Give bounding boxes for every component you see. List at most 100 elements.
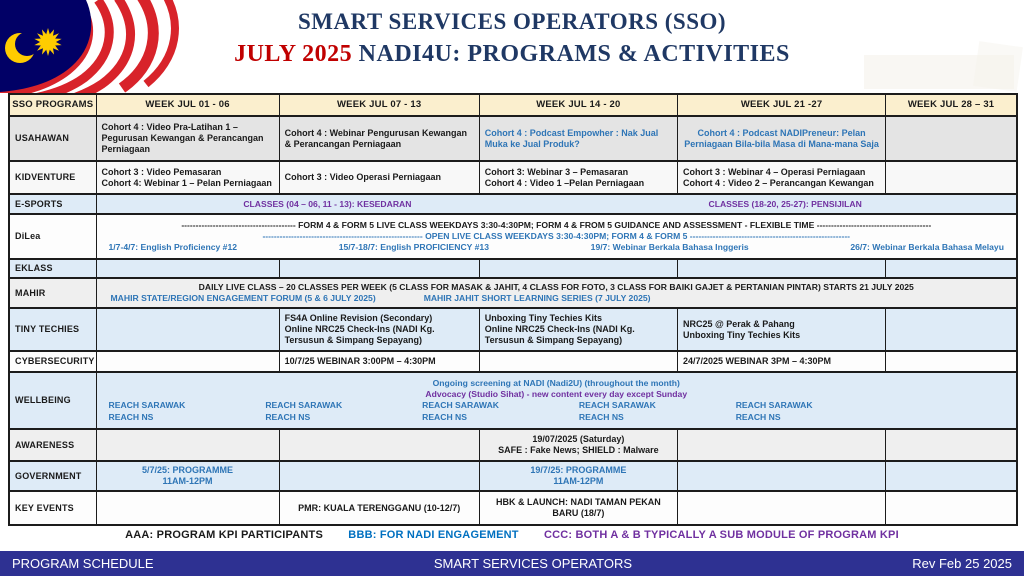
table-cell-empty <box>886 260 1016 277</box>
footer-center: SMART SERVICES OPERATORS <box>433 556 633 571</box>
cell-text: REACH SARAWAK REACH NS <box>422 400 499 422</box>
legend-bbb: BBB: FOR NADI ENGAGEMENT <box>348 529 519 541</box>
cell-text: ----------------------------------------… <box>262 231 851 242</box>
table-row-awareness: AWARENESS 19/07/2025 (Saturday) SAFE : Fa… <box>10 430 1016 462</box>
table-row-mahir: MAHIR DAILY LIVE CLASS – 20 CLASSES PER W… <box>10 279 1016 309</box>
cell-text: 15/7-18/7: English PROFICIENCY #13 <box>338 242 489 253</box>
table-cell: NRC25 @ Perak & Pahang Unboxing Tiny Tec… <box>678 309 887 350</box>
cell-text-spread: 1/7-4/7: English Proficiency #12 15/7-18/… <box>99 242 1014 252</box>
table-cell: 24/7/2025 WEBINAR 3PM – 4:30PM <box>678 352 887 371</box>
cell-text: MAHIR STATE/REGION ENGAGEMENT FORUM (5 &… <box>110 293 376 304</box>
table-row-government: GOVERNMENT 5/7/25: PROGRAMME 11AM-12PM 19/… <box>10 462 1016 492</box>
title-subject: NADI4U: PROGRAMS & ACTIVITIES <box>358 41 790 67</box>
title-month: JULY 2025 <box>234 41 353 67</box>
table-row-e-sports: E-SPORTS CLASSES (04 – 06, 11 - 13): KESE… <box>10 195 1016 215</box>
cell-text: DAILY LIVE CLASS – 20 CLASSES PER WEEK (… <box>198 282 914 293</box>
cell-text: Advocacy (Studio Sihat) - new content ev… <box>425 388 688 399</box>
row-label: MAHIR <box>10 279 97 307</box>
table-cell: 5/7/25: PROGRAMME 11AM-12PM <box>97 462 280 490</box>
row-label: DiLea <box>10 215 97 258</box>
row-label: USAHAWAN <box>10 117 97 160</box>
table-cell: 19/07/2025 (Saturday) SAFE : Fake News; … <box>480 430 678 460</box>
table-cell: Cohort 4 : Webinar Pengurusan Kewangan &… <box>280 117 480 160</box>
cell-text: ----------------------------------------… <box>181 220 932 231</box>
cell-text: REACH SARAWAK REACH NS <box>578 400 656 422</box>
table-cell-empty <box>886 430 1016 460</box>
table-cell: Cohort 4 : Podcast Empowher : Nak Jual M… <box>480 117 678 160</box>
footer-bar: PROGRAM SCHEDULE SMART SERVICES OPERATOR… <box>0 551 1024 576</box>
malaysia-flag <box>0 0 235 93</box>
cell-text: CLASSES (18-20, 25-27): PENSIJILAN <box>708 198 862 209</box>
table-row-kidventure: KIDVENTURE Cohort 3 : Video Pemasaran Coh… <box>10 162 1016 195</box>
table-cell-empty <box>678 462 887 490</box>
table-row-tiny-techies: TINY TECHIES FS4A Online Revision (Second… <box>10 309 1016 352</box>
row-label: CYBERSECURITY <box>10 352 97 371</box>
table-cell-empty <box>886 162 1016 193</box>
table-cell: Cohort 3 : Webinar 4 – Operasi Perniagaa… <box>678 162 887 193</box>
table-cell-empty <box>678 492 887 524</box>
table-row-dilea: DiLea -----------------------------------… <box>10 215 1016 260</box>
table-cell: 10/7/25 WEBINAR 3:00PM – 4:30PM <box>280 352 480 371</box>
cell-text: 19/7: Webinar Berkala Bahasa Inggeris <box>590 242 749 253</box>
column-header: WEEK JUL 14 - 20 <box>480 95 678 115</box>
table-cell-empty <box>97 430 280 460</box>
flag-star <box>33 28 63 56</box>
table-cell-empty <box>280 462 480 490</box>
row-label: TINY TECHIES <box>10 309 97 350</box>
row-label: AWARENESS <box>10 430 97 460</box>
table-row-wellbeing: WELLBEING Ongoing screening at NADI (Nadi… <box>10 373 1016 430</box>
cell-text: 26/7: Webinar Berkala Bahasa Melayu <box>850 242 1004 253</box>
cell-text-spread: REACH SARAWAK REACH NS REACH SARAWAK REAC… <box>99 400 813 423</box>
merged-cell: Ongoing screening at NADI (Nadi2U) (thro… <box>97 373 1016 428</box>
table-row-eklass: EKLASS <box>10 260 1016 279</box>
table-cell-empty <box>886 462 1016 490</box>
cell-text: REACH SARAWAK REACH NS <box>265 400 343 422</box>
schedule-table: SSO PROGRAMS WEEK JUL 01 - 06 WEEK JUL 07 … <box>8 93 1018 526</box>
cell-text: REACH SARAWAK REACH NS <box>108 400 186 422</box>
merged-cell: CLASSES (04 – 06, 11 - 13): KESEDARAN CLA… <box>97 195 1016 213</box>
column-header: WEEK JUL 07 - 13 <box>280 95 480 115</box>
column-header: WEEK JUL 28 – 31 <box>907 99 995 111</box>
cell-text-row: MAHIR STATE/REGION ENGAGEMENT FORUM (5 &… <box>99 293 1014 303</box>
table-cell: HBK & LAUNCH: NADI TAMAN PEKAN BARU (18/… <box>480 492 678 524</box>
table-cell-empty <box>280 430 480 460</box>
cell-text-split: CLASSES (04 – 06, 11 - 13): KESEDARAN CLA… <box>99 199 1014 209</box>
column-header: WEEK JUL 21 -27 <box>678 95 887 115</box>
merged-cell: DAILY LIVE CLASS – 20 CLASSES PER WEEK (… <box>97 279 1016 307</box>
row-label: WELLBEING <box>10 373 97 428</box>
table-cell: Cohort 4 : Video Pra-Latihan 1 – Pegurus… <box>97 117 280 160</box>
row-label: EKLASS <box>10 260 97 277</box>
table-cell-empty <box>678 430 887 460</box>
table-cell-empty <box>97 492 280 524</box>
table-row-cybersecurity: CYBERSECURITY 10/7/25 WEBINAR 3:00PM – 4:… <box>10 352 1016 373</box>
table-cell-empty <box>886 352 1016 371</box>
table-cell-empty <box>97 309 280 350</box>
table-cell-empty <box>886 117 1016 160</box>
page-title-line2: JULY 2025 NADI4U: PROGRAMS & ACTIVITIES <box>0 38 1024 70</box>
footer-right: Rev Feb 25 2025 <box>912 556 1012 571</box>
table-cell-empty <box>886 492 1016 524</box>
column-header: WEEK JUL 01 - 06 <box>97 95 280 115</box>
row-label: KEY EVENTS <box>10 492 97 524</box>
cell-text: MAHIR JAHIT SHORT LEARNING SERIES (7 JUL… <box>423 293 651 304</box>
table-cell: PMR: KUALA TERENGGANU (10-12/7) <box>280 492 480 524</box>
row-label: KIDVENTURE <box>10 162 97 193</box>
table-cell: Cohort 3 : Video Pemasaran Cohort 4: Web… <box>97 162 280 193</box>
cell-text: Ongoing screening at NADI (Nadi2U) (thro… <box>432 377 680 388</box>
table-cell: FS4A Online Revision (Secondary) Online … <box>280 309 480 350</box>
table-row-usahawan: USAHAWAN Cohort 4 : Video Pra-Latihan 1 –… <box>10 117 1016 162</box>
table-row-key-events: KEY EVENTS PMR: KUALA TERENGGANU (10-12/7… <box>10 492 1016 524</box>
table-cell: Unboxing Tiny Techies Kits Online NRC25 … <box>480 309 678 350</box>
table-cell: Cohort 3 : Video Operasi Perniagaan <box>280 162 480 193</box>
table-cell-empty <box>678 260 887 277</box>
cell-text: REACH SARAWAK REACH NS <box>735 400 813 422</box>
background-watermark <box>864 55 1014 89</box>
table-cell: Cohort 4 : Podcast NADIPreneur: Pelan Pe… <box>678 117 887 160</box>
table-cell-empty <box>480 352 678 371</box>
table-cell-empty <box>97 260 280 277</box>
slide-header: SMART SERVICES OPERATORS (SSO) JULY 2025… <box>0 6 1024 70</box>
page-title-line1: SMART SERVICES OPERATORS (SSO) <box>297 9 727 34</box>
legend-ccc: CCC: BOTH A & B TYPICALLY A SUB MODULE O… <box>543 529 899 541</box>
row-label: GOVERNMENT <box>10 462 97 490</box>
row-label: E-SPORTS <box>10 195 97 213</box>
